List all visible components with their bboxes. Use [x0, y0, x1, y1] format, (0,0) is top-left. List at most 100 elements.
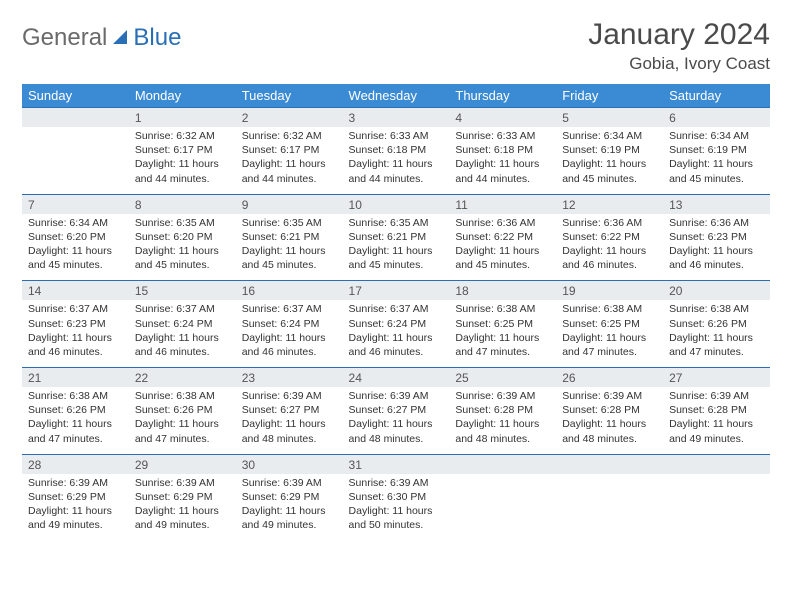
- daylight-text: Daylight: 11 hours and 47 minutes.: [669, 331, 764, 359]
- day-detail-cell: Sunrise: 6:39 AMSunset: 6:28 PMDaylight:…: [556, 387, 663, 454]
- detail-row: Sunrise: 6:34 AMSunset: 6:20 PMDaylight:…: [22, 214, 770, 281]
- sunrise-text: Sunrise: 6:35 AM: [349, 216, 444, 230]
- sunset-text: Sunset: 6:19 PM: [562, 143, 657, 157]
- sunset-text: Sunset: 6:28 PM: [669, 403, 764, 417]
- sunset-text: Sunset: 6:25 PM: [562, 317, 657, 331]
- day-detail-cell: Sunrise: 6:37 AMSunset: 6:24 PMDaylight:…: [236, 300, 343, 367]
- daylight-text: Daylight: 11 hours and 44 minutes.: [349, 157, 444, 185]
- day-number-cell: 9: [236, 194, 343, 214]
- day-detail-cell: Sunrise: 6:39 AMSunset: 6:29 PMDaylight:…: [22, 474, 129, 541]
- day-detail-cell: Sunrise: 6:39 AMSunset: 6:27 PMDaylight:…: [236, 387, 343, 454]
- daylight-text: Daylight: 11 hours and 49 minutes.: [28, 504, 123, 532]
- sunrise-text: Sunrise: 6:38 AM: [135, 389, 230, 403]
- sunrise-text: Sunrise: 6:38 AM: [28, 389, 123, 403]
- sunrise-text: Sunrise: 6:35 AM: [135, 216, 230, 230]
- day-detail-cell: Sunrise: 6:33 AMSunset: 6:18 PMDaylight:…: [449, 127, 556, 194]
- day-detail-cell: [449, 474, 556, 541]
- weekday-header: Wednesday: [343, 84, 450, 108]
- sunset-text: Sunset: 6:28 PM: [455, 403, 550, 417]
- day-detail-cell: Sunrise: 6:38 AMSunset: 6:25 PMDaylight:…: [449, 300, 556, 367]
- daylight-text: Daylight: 11 hours and 45 minutes.: [242, 244, 337, 272]
- sunset-text: Sunset: 6:24 PM: [135, 317, 230, 331]
- day-number-cell: 29: [129, 454, 236, 474]
- day-detail-cell: [22, 127, 129, 194]
- header: General Blue January 2024 Gobia, Ivory C…: [22, 18, 770, 74]
- sunrise-text: Sunrise: 6:39 AM: [562, 389, 657, 403]
- day-number-cell: 7: [22, 194, 129, 214]
- daylight-text: Daylight: 11 hours and 49 minutes.: [135, 504, 230, 532]
- day-number-cell: 21: [22, 368, 129, 388]
- day-detail-cell: Sunrise: 6:32 AMSunset: 6:17 PMDaylight:…: [236, 127, 343, 194]
- title-block: January 2024 Gobia, Ivory Coast: [588, 18, 770, 74]
- daynum-row: 123456: [22, 108, 770, 128]
- day-detail-cell: Sunrise: 6:37 AMSunset: 6:24 PMDaylight:…: [343, 300, 450, 367]
- day-detail-cell: Sunrise: 6:39 AMSunset: 6:30 PMDaylight:…: [343, 474, 450, 541]
- daylight-text: Daylight: 11 hours and 47 minutes.: [28, 417, 123, 445]
- sunset-text: Sunset: 6:17 PM: [135, 143, 230, 157]
- day-number-cell: 12: [556, 194, 663, 214]
- day-detail-cell: Sunrise: 6:38 AMSunset: 6:26 PMDaylight:…: [129, 387, 236, 454]
- day-detail-cell: Sunrise: 6:38 AMSunset: 6:26 PMDaylight:…: [22, 387, 129, 454]
- day-number-cell: 22: [129, 368, 236, 388]
- sunset-text: Sunset: 6:21 PM: [242, 230, 337, 244]
- logo-text-general: General: [22, 24, 107, 52]
- daynum-row: 21222324252627: [22, 368, 770, 388]
- day-number-cell: [663, 454, 770, 474]
- sunset-text: Sunset: 6:26 PM: [135, 403, 230, 417]
- daylight-text: Daylight: 11 hours and 46 minutes.: [669, 244, 764, 272]
- sunset-text: Sunset: 6:27 PM: [349, 403, 444, 417]
- sunset-text: Sunset: 6:24 PM: [349, 317, 444, 331]
- sunrise-text: Sunrise: 6:39 AM: [242, 476, 337, 490]
- sunset-text: Sunset: 6:29 PM: [28, 490, 123, 504]
- sunrise-text: Sunrise: 6:35 AM: [242, 216, 337, 230]
- sunrise-text: Sunrise: 6:33 AM: [455, 129, 550, 143]
- sunrise-text: Sunrise: 6:36 AM: [455, 216, 550, 230]
- sunrise-text: Sunrise: 6:39 AM: [349, 476, 444, 490]
- detail-row: Sunrise: 6:32 AMSunset: 6:17 PMDaylight:…: [22, 127, 770, 194]
- calendar-table: Sunday Monday Tuesday Wednesday Thursday…: [22, 84, 770, 540]
- daylight-text: Daylight: 11 hours and 50 minutes.: [349, 504, 444, 532]
- day-detail-cell: Sunrise: 6:35 AMSunset: 6:21 PMDaylight:…: [343, 214, 450, 281]
- sunrise-text: Sunrise: 6:38 AM: [455, 302, 550, 316]
- sail-icon: [111, 28, 131, 51]
- month-title: January 2024: [588, 18, 770, 52]
- daylight-text: Daylight: 11 hours and 45 minutes.: [562, 157, 657, 185]
- day-detail-cell: Sunrise: 6:39 AMSunset: 6:28 PMDaylight:…: [449, 387, 556, 454]
- sunset-text: Sunset: 6:29 PM: [242, 490, 337, 504]
- daylight-text: Daylight: 11 hours and 48 minutes.: [349, 417, 444, 445]
- day-number-cell: [22, 108, 129, 128]
- day-number-cell: 2: [236, 108, 343, 128]
- daynum-row: 78910111213: [22, 194, 770, 214]
- daylight-text: Daylight: 11 hours and 46 minutes.: [349, 331, 444, 359]
- sunset-text: Sunset: 6:23 PM: [669, 230, 764, 244]
- daylight-text: Daylight: 11 hours and 44 minutes.: [242, 157, 337, 185]
- day-detail-cell: Sunrise: 6:36 AMSunset: 6:22 PMDaylight:…: [449, 214, 556, 281]
- sunset-text: Sunset: 6:26 PM: [669, 317, 764, 331]
- sunrise-text: Sunrise: 6:37 AM: [135, 302, 230, 316]
- day-number-cell: 10: [343, 194, 450, 214]
- daylight-text: Daylight: 11 hours and 49 minutes.: [669, 417, 764, 445]
- day-detail-cell: Sunrise: 6:33 AMSunset: 6:18 PMDaylight:…: [343, 127, 450, 194]
- sunrise-text: Sunrise: 6:37 AM: [242, 302, 337, 316]
- day-number-cell: 1: [129, 108, 236, 128]
- sunrise-text: Sunrise: 6:36 AM: [669, 216, 764, 230]
- day-number-cell: 28: [22, 454, 129, 474]
- day-number-cell: 13: [663, 194, 770, 214]
- day-number-cell: 17: [343, 281, 450, 301]
- day-number-cell: [556, 454, 663, 474]
- logo: General Blue: [22, 18, 181, 52]
- day-detail-cell: Sunrise: 6:38 AMSunset: 6:25 PMDaylight:…: [556, 300, 663, 367]
- day-number-cell: 20: [663, 281, 770, 301]
- daylight-text: Daylight: 11 hours and 45 minutes.: [455, 244, 550, 272]
- day-detail-cell: Sunrise: 6:39 AMSunset: 6:28 PMDaylight:…: [663, 387, 770, 454]
- day-number-cell: 3: [343, 108, 450, 128]
- sunset-text: Sunset: 6:28 PM: [562, 403, 657, 417]
- sunset-text: Sunset: 6:22 PM: [562, 230, 657, 244]
- sunrise-text: Sunrise: 6:39 AM: [28, 476, 123, 490]
- day-number-cell: 30: [236, 454, 343, 474]
- daylight-text: Daylight: 11 hours and 45 minutes.: [669, 157, 764, 185]
- sunrise-text: Sunrise: 6:34 AM: [669, 129, 764, 143]
- day-number-cell: [449, 454, 556, 474]
- sunset-text: Sunset: 6:18 PM: [455, 143, 550, 157]
- sunset-text: Sunset: 6:20 PM: [135, 230, 230, 244]
